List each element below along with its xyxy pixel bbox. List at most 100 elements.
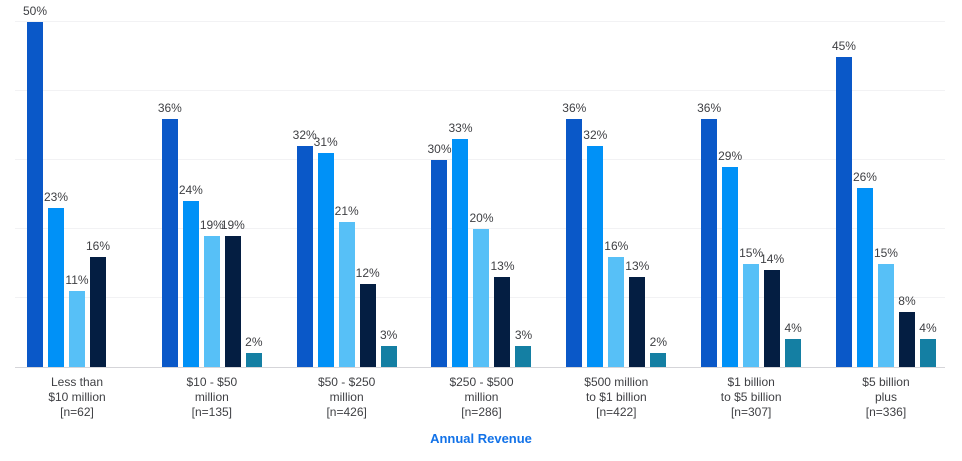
bar (338, 222, 355, 367)
bar-slot: 45% (832, 39, 856, 367)
bar (317, 153, 334, 367)
bar-slot: 16% (86, 239, 110, 367)
bar (161, 118, 178, 367)
bar-slot: 32% (583, 129, 607, 367)
category-axis: Less than $10 million [n=62] $10 - $50 milli… (15, 375, 945, 420)
bar-value-label: 4% (784, 321, 802, 336)
category-label-line: to $1 billion (585, 390, 647, 404)
bar-slot: 36% (562, 101, 586, 367)
category-label-line: [n=62] (60, 405, 94, 419)
bar-slot: 2% (245, 336, 263, 367)
gridline (15, 21, 945, 22)
bar-slot: 26% (853, 170, 877, 367)
bar-value-label: 32% (583, 128, 608, 143)
bar (856, 187, 873, 367)
category-label-line: $500 million (584, 375, 649, 389)
bar-value-label: 15% (739, 245, 764, 260)
gridline (15, 228, 945, 229)
bar (587, 146, 604, 367)
bar-group: 45% 26% 15% 8% 4% (832, 39, 937, 367)
bar-slot: 15% (874, 246, 898, 367)
bar (203, 235, 220, 367)
bar (650, 353, 667, 367)
bar (764, 270, 781, 367)
bar-slot: 3% (515, 329, 532, 367)
bar-slot: 20% (469, 212, 494, 367)
category-label-line: [n=336] (865, 405, 907, 419)
category-label: $5 billion plus [n=336] (836, 375, 936, 420)
category-label-line: $10 million (48, 390, 106, 404)
bar-slot: 15% (739, 246, 763, 367)
bar-slot: 30% (427, 143, 452, 367)
category-label: Less than $10 million [n=62] (27, 375, 127, 420)
bar-value-label: 4% (919, 321, 937, 336)
bar (182, 201, 199, 367)
bar (494, 277, 511, 367)
bar-value-label: 33% (448, 121, 473, 136)
bar-slot: 33% (448, 122, 473, 367)
bar-value-label: 45% (831, 38, 856, 53)
category-label-line: million (329, 390, 364, 404)
bar-value-label: 13% (625, 259, 650, 274)
bar (835, 56, 852, 367)
bar-slot: 29% (718, 149, 742, 367)
bar-value-label: 2% (245, 335, 263, 350)
category-label: $1 billion to $5 billion [n=307] (701, 375, 801, 420)
category-label-line: million (194, 390, 229, 404)
bar-value-label: 2% (649, 335, 667, 350)
bar (27, 22, 43, 367)
category-label-line: $10 - $50 (186, 375, 238, 389)
bar-value-label: 14% (760, 252, 785, 267)
bar-value-label: 23% (43, 190, 69, 205)
bar-slot: 11% (65, 274, 89, 367)
bar-value-label: 20% (469, 211, 494, 225)
bar (48, 208, 64, 367)
bar-slot: 16% (604, 239, 628, 367)
bar-slot: 4% (919, 322, 937, 367)
bar-value-label: 8% (898, 293, 916, 308)
bar (359, 284, 376, 367)
bar (69, 291, 85, 367)
bar (629, 277, 646, 367)
category-label: $250 - $500 million [n=286] (431, 375, 531, 420)
bar-value-label: 19% (220, 217, 245, 232)
bar-slot: 3% (380, 329, 397, 367)
bar (743, 263, 760, 367)
category-label-line: $250 - $500 (449, 375, 514, 389)
category-label-line: [n=135] (191, 405, 233, 419)
bar-value-label: 19% (199, 217, 224, 232)
bar-value-label: 30% (427, 142, 452, 156)
bar-slot: 36% (158, 101, 182, 367)
bar (898, 311, 915, 367)
bar-slot: 12% (356, 267, 380, 367)
bar-group: 30% 33% 20% 13% 3% (427, 122, 532, 367)
bar (224, 235, 241, 367)
bar-value-label: 16% (604, 238, 629, 253)
category-label-line: to $5 billion (720, 390, 782, 404)
bar-value-label: 11% (65, 273, 89, 288)
bar (90, 256, 106, 367)
bar-value-label: 3% (379, 328, 398, 343)
bar-slot: 13% (625, 260, 649, 367)
bar-group: 32% 31% 21% 12% 3% (293, 129, 397, 367)
bar (566, 118, 583, 367)
category-label-line: plus (874, 390, 897, 404)
bar-slot: 32% (293, 129, 317, 367)
bar (515, 346, 532, 367)
bar-slot: 31% (314, 136, 338, 367)
bar (608, 256, 625, 367)
gridline (15, 90, 945, 91)
category-label-line: million (464, 390, 499, 404)
bar-slot: 19% (200, 218, 224, 367)
gridline (15, 159, 945, 160)
bar-value-label: 24% (178, 183, 203, 198)
bar-value-label: 32% (292, 128, 317, 143)
bar-value-label: 26% (852, 169, 877, 184)
bar-value-label: 21% (334, 204, 359, 219)
bar-group: 50% 23% 11% 16% (23, 5, 127, 367)
bar-value-label: 16% (85, 238, 111, 253)
bar-slot: 23% (44, 191, 68, 367)
bar-slot: 2% (650, 336, 667, 367)
bar-value-label: 36% (157, 100, 182, 115)
